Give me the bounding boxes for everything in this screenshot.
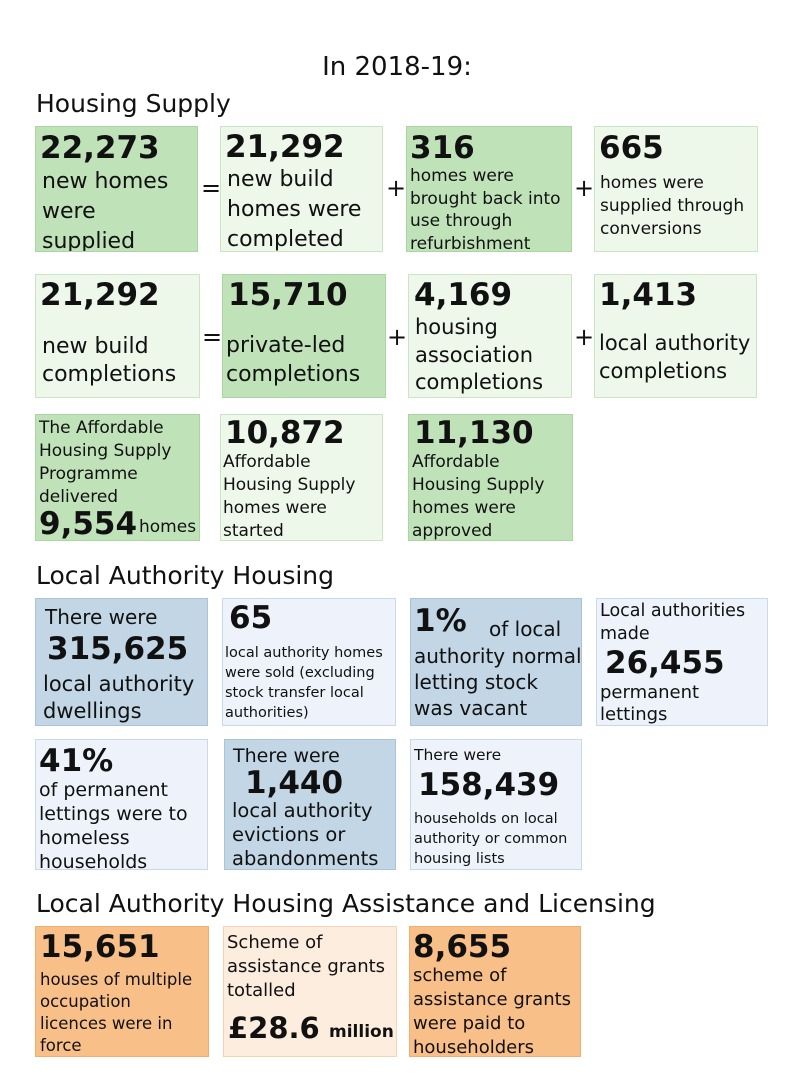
stat-value: 11,130 <box>414 415 534 451</box>
stat-label: households on local authority or common ho… <box>414 811 568 867</box>
stat-label: local authority homes were sold (excludin… <box>225 645 383 721</box>
stat-value: 15,651 <box>40 929 160 965</box>
stat-prefix: There were <box>233 745 340 767</box>
stat-value: 315,625 <box>47 631 189 667</box>
stat-label: homes were brought back into use through re… <box>410 166 561 252</box>
stat-value: 41% <box>39 743 114 779</box>
section-heading-housing-supply: Housing Supply <box>36 89 231 118</box>
stat-box-grants-totalled: Scheme of assistance grants totalled £28.6… <box>223 926 397 1057</box>
page-title: In 2018-19: <box>322 52 472 82</box>
stat-box-grants-paid: 8,655 scheme of assistance grants were pai… <box>409 926 581 1057</box>
stat-value: 21,292 <box>225 129 345 165</box>
plus-sign: + <box>574 323 595 351</box>
stat-label: permanent lettings <box>600 682 700 725</box>
stat-value: 10,872 <box>225 415 345 451</box>
stat-label: private-led completions <box>226 333 361 387</box>
stat-label: The Affordable Housing Supply Programme del… <box>39 418 172 507</box>
stat-box-affordable-delivered: The Affordable Housing Supply Programme del… <box>35 414 200 541</box>
stat-value: 9,554 <box>39 506 138 541</box>
stat-label: new build homes were completed <box>227 167 362 252</box>
stat-value: 65 <box>229 600 273 636</box>
stat-box-new-build-completions: 21,292 new build completions <box>35 274 200 398</box>
stat-prefix: There were <box>45 605 158 629</box>
section-heading-local-authority-housing: Local Authority Housing <box>36 561 335 590</box>
stat-label: authority normal letting stock was vacant <box>414 644 582 720</box>
stat-value: 4,169 <box>414 277 513 313</box>
stat-box-affordable-approved: 11,130 Affordable Housing Supply homes wer… <box>408 414 573 541</box>
stat-label: Scheme of assistance grants totalled <box>227 932 386 1001</box>
stat-box-evictions: There were 1,440 local authority eviction… <box>224 739 396 870</box>
stat-value: 1% <box>414 603 467 639</box>
stat-label: local authority completions <box>599 331 751 383</box>
stat-label: housing association completions <box>415 315 544 394</box>
stat-value: 21,292 <box>40 277 160 313</box>
stat-value: 8,655 <box>413 929 512 965</box>
stat-label: local authority evictions or abandonments <box>232 799 379 870</box>
stat-value: 158,439 <box>418 767 560 803</box>
stat-value: 1,413 <box>599 277 698 313</box>
stat-label: homes were supplied through conversions <box>600 173 745 239</box>
equals-sign: = <box>201 174 222 202</box>
stat-label: new build completions <box>42 334 177 387</box>
stat-label: Affordable Housing Supply homes were starte… <box>223 452 356 541</box>
stat-box-new-homes-supplied: 22,273 new homes were supplied <box>35 126 198 252</box>
stat-label: Affordable Housing Supply homes were approv… <box>412 452 545 541</box>
stat-box-local-authority-completions: 1,413 local authority completions <box>594 274 757 398</box>
section-heading-assistance-licensing: Local Authority Housing Assistance and L… <box>36 889 656 918</box>
stat-box-permanent-lettings: Local authorities made 26,455 permanent le… <box>596 598 768 726</box>
stat-box-housing-association: 4,169 housing association completions <box>408 274 572 398</box>
stat-value: 26,455 <box>605 645 725 681</box>
stat-box-vacant-stock: 1% of local authority normal letting stoc… <box>410 598 582 726</box>
stat-box-hmo-licences: 15,651 houses of multiple occupation licen… <box>35 926 209 1057</box>
stat-label: houses of multiple occupation licences wer… <box>40 970 193 1055</box>
stat-box-affordable-started: 10,872 Affordable Housing Supply homes wer… <box>220 414 383 541</box>
plus-sign: + <box>574 174 595 202</box>
stat-label: of permanent lettings were to homeless hous… <box>39 779 188 870</box>
stat-box-refurbishment: 316 homes were brought back into use throu… <box>406 126 572 252</box>
stat-value: 665 <box>599 130 664 166</box>
stat-box-new-build-completed: 21,292 new build homes were completed <box>220 126 383 252</box>
stat-box-la-homes-sold: 65 local authority homes were sold (exclu… <box>222 598 396 726</box>
stat-inline: of local <box>489 617 562 641</box>
stat-box-housing-lists: There were 158,439 households on local au… <box>410 739 582 870</box>
plus-sign: + <box>387 323 408 351</box>
stat-prefix: There were <box>414 746 502 764</box>
plus-sign: + <box>386 174 407 202</box>
stat-suffix: million <box>329 1022 394 1042</box>
stat-value: 22,273 <box>40 130 160 166</box>
equals-sign: = <box>202 323 223 351</box>
stat-box-conversions: 665 homes were supplied through conversion… <box>594 126 758 252</box>
stat-label: local authority dwellings <box>43 672 195 723</box>
stat-label: new homes were supplied <box>42 169 169 252</box>
stat-box-private-led: 15,710 private-led completions <box>222 274 386 398</box>
stat-suffix: homes <box>139 517 197 537</box>
stat-value: 15,710 <box>228 277 348 313</box>
stat-value: 1,440 <box>245 765 344 801</box>
stat-box-homeless-lettings: 41% of permanent lettings were to homeless… <box>35 739 208 870</box>
stat-box-la-dwellings: There were 315,625 local authority dwelli… <box>35 598 208 726</box>
stat-prefix: Local authorities made <box>600 601 746 644</box>
stat-value: 316 <box>410 130 475 166</box>
stat-label: scheme of assistance grants were paid to ho… <box>413 965 572 1057</box>
stat-value: £28.6 <box>228 1011 320 1045</box>
